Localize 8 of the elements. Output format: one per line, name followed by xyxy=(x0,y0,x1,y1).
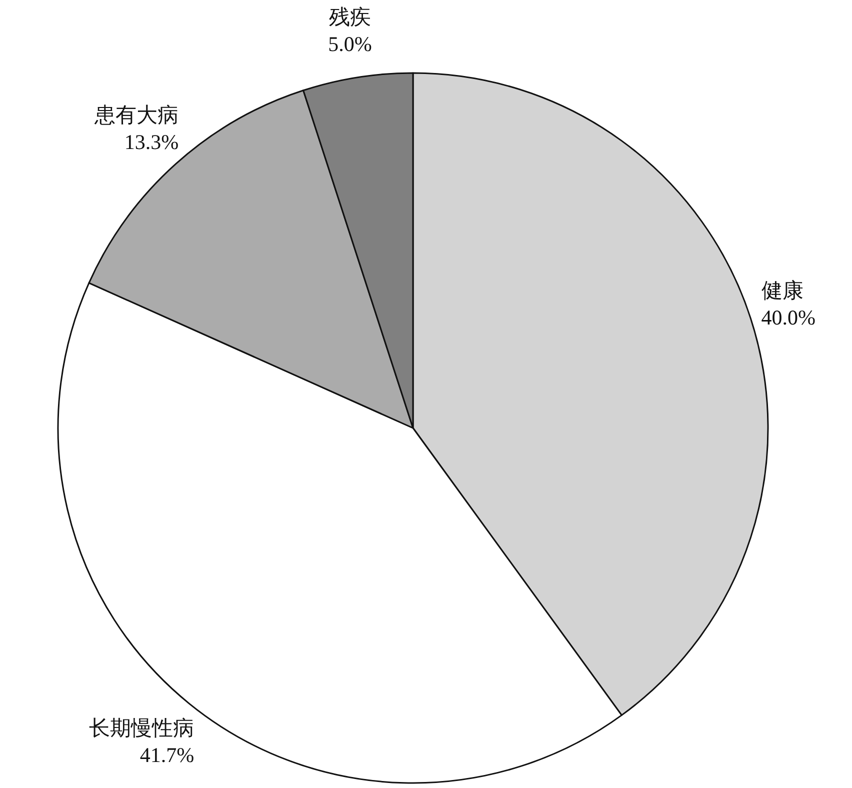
slice-label: 残疾 xyxy=(328,4,371,29)
data-label: 13.3% xyxy=(124,130,179,154)
slice-label: 患有大病 xyxy=(94,103,179,128)
data-label: 40.0% xyxy=(761,305,816,330)
data-label: 41.7% xyxy=(140,742,194,767)
slice-label: 健康 xyxy=(761,278,804,302)
slice-label: 长期慢性病 xyxy=(89,716,194,740)
data-label: 5.0% xyxy=(328,32,372,56)
